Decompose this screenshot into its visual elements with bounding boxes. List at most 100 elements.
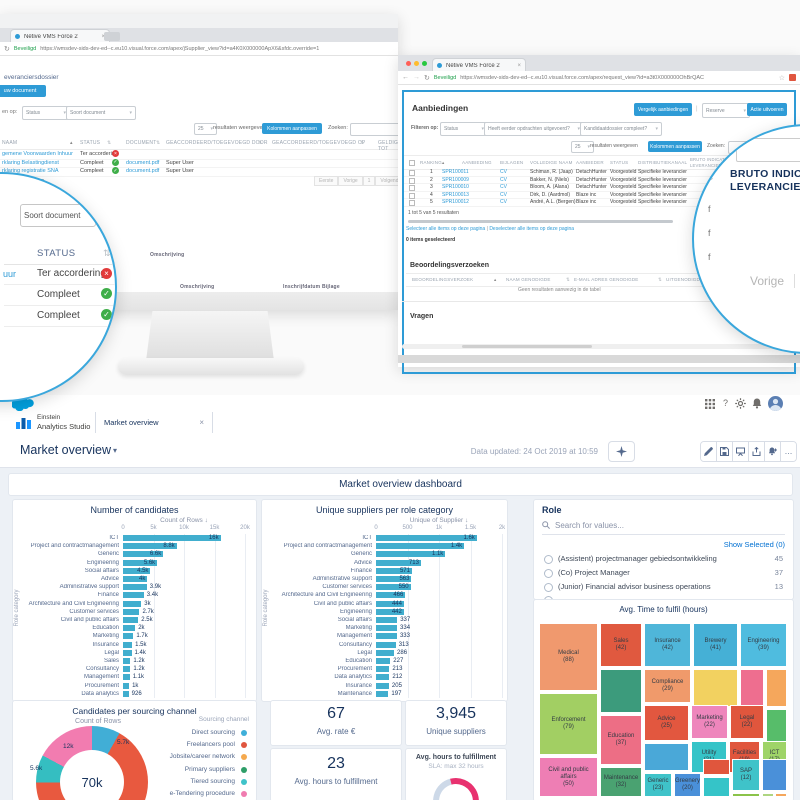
bar[interactable] [376,666,390,673]
row-checkbox[interactable] [409,200,415,207]
subscribe-bell-button[interactable] [764,442,780,461]
bar[interactable] [123,649,132,656]
col-email-genodigde[interactable]: E-MAIL ADRES GENODIGDE [574,277,639,282]
treemap-block-education[interactable]: Education (37) [600,715,642,765]
treemap-block[interactable] [762,793,774,797]
col-op[interactable]: GEACCORDEERD/TOEGEVOEGD OP [272,140,366,146]
col-geldig[interactable]: GELDIG TOT [378,140,399,152]
pagination-vorige[interactable]: Vorige [338,176,363,186]
dossier-compleet-select[interactable]: Kandidaatdossier compleet? ▾ [580,122,662,136]
status-filter-select[interactable]: Status ▾ [22,106,70,120]
bar[interactable] [376,658,391,664]
url-text[interactable]: https://wmsdev-sids-dev-ed--c.eu10.visua… [460,74,705,81]
sort-icon[interactable]: ⇅ [156,140,161,146]
treemap-block-marketing[interactable]: Marketing (22) [691,705,728,739]
reload-icon[interactable]: ↻ [424,74,430,82]
bar[interactable] [123,567,151,574]
help-icon[interactable]: ? [723,398,729,408]
offer-id-link[interactable]: SPR100009 [442,176,469,183]
gear-icon[interactable] [735,398,746,409]
treemap-block-greenery[interactable]: Greenery (20) [674,773,701,797]
legend-item[interactable]: Direct sourcing [133,727,249,739]
execute-action-button[interactable]: Actie uitvoeren [747,103,787,116]
legend-item[interactable]: e-Tendering procedure [133,788,249,800]
col-document[interactable]: DOCUMENT [126,140,157,146]
legend-item[interactable]: Primary suppliers [133,764,249,776]
bar[interactable] [376,551,446,558]
bar[interactable] [123,559,158,566]
bar[interactable] [123,543,177,550]
search-input[interactable] [350,123,402,136]
bar[interactable] [376,543,465,550]
reserve-select[interactable]: Reserve ▾ [702,103,750,118]
bar[interactable] [376,641,396,648]
col-ranking[interactable]: RANKING [420,160,442,165]
row-checkbox[interactable] [409,170,415,176]
document-name-link[interactable]: gemene Voorwaarden Inhuur [2,151,73,157]
zoom-status-header[interactable]: STATUS [37,248,76,259]
bar[interactable] [123,576,148,582]
offer-id-link[interactable]: SPR100013 [442,191,469,198]
browser-url-bar[interactable]: ← → ↻ Beveiligd https://wmsdev-sids-dev-… [398,71,800,85]
sparkle-button[interactable] [608,441,635,462]
role-list-item[interactable]: (Junior) Financial advisor business oper… [542,580,785,594]
treemap-block[interactable] [740,669,764,707]
treemap-block-medical[interactable]: Medical (88) [539,623,598,691]
user-avatar[interactable] [768,396,783,411]
treemap-block[interactable] [693,669,738,707]
bar[interactable] [376,592,406,599]
role-search-input[interactable]: Search for values... [555,521,624,530]
pagination-page[interactable]: 1 [362,176,376,186]
col-bruto-2[interactable]: LEVERANCIERST. [690,163,729,168]
treemap-block[interactable] [762,759,787,791]
col-beoordelingsverzoek[interactable]: BEOORDELINGSVERZOEK [412,277,474,282]
show-selected-link[interactable]: Show Selected (0) [723,540,785,549]
treemap-block-engineering[interactable]: Engineering (39) [740,623,787,667]
tab-close-icon[interactable]: × [101,34,105,40]
per-page-select[interactable]: 25 ▾ [571,141,594,153]
bar[interactable] [376,559,421,566]
zoom-col-bruto-2[interactable]: LEVERANCIERST. [730,181,800,193]
col-naam[interactable]: VOLLEDIGE NAAM [530,160,573,165]
zoom-pagination-page[interactable]: 1 [794,274,800,288]
select-all-checkbox[interactable] [409,160,415,166]
treemap-block-legal[interactable]: Legal (22) [730,705,764,739]
row-checkbox[interactable] [409,185,415,192]
bar[interactable] [376,576,412,582]
per-page-select[interactable]: 25 ▾ [194,123,217,135]
deselect-all-link[interactable]: Deselecteer alle items op deze pagina [489,226,575,232]
status-filter-select[interactable]: Status ▾ [440,122,488,136]
save-button[interactable] [716,442,732,461]
treemap-block[interactable] [732,793,760,797]
back-icon[interactable]: ← [402,74,409,81]
dashboard-tab[interactable]: Market overview × [95,412,213,433]
horizontal-scrollbar[interactable] [402,344,792,349]
more-actions-button[interactable]: … [780,442,796,461]
row-checkbox[interactable] [409,192,415,199]
bar[interactable] [123,625,136,632]
col-aanbieding[interactable]: AANBIEDING [462,160,492,165]
compare-offers-button[interactable]: Vergelijk aanbiedingen [634,103,692,116]
share-button[interactable] [748,442,764,461]
col-kanaal[interactable]: DISTRIBUTIEKANAAL [638,160,688,165]
bar[interactable] [376,584,411,591]
cv-link[interactable]: CV [500,169,507,175]
columns-button[interactable]: Kolommen aanpassen [262,123,322,134]
bar[interactable] [123,551,164,558]
edit-pencil-button[interactable] [701,442,716,461]
extension-icon[interactable] [789,74,796,81]
traffic-light-zoom[interactable] [422,61,427,66]
sort-icon[interactable]: ⇅ [360,140,365,146]
bar[interactable] [376,567,412,574]
new-tab-button[interactable] [104,32,120,41]
treemap-block-insurance[interactable]: Insurance (42) [644,623,691,667]
bar[interactable] [376,649,395,656]
treemap-block-enforcement[interactable]: Enforcement (79) [539,693,598,755]
offer-id-link[interactable]: SPR100012 [442,199,469,206]
document-pdf-link[interactable]: document.pdf [126,159,160,166]
browser-tab[interactable]: Nétive VMS Force 2 × [10,29,110,43]
treemap-block-advice[interactable]: Advice (25) [644,705,689,741]
radio-circle[interactable] [544,583,553,592]
bar[interactable] [376,600,404,607]
cv-link[interactable]: CV [500,191,507,198]
